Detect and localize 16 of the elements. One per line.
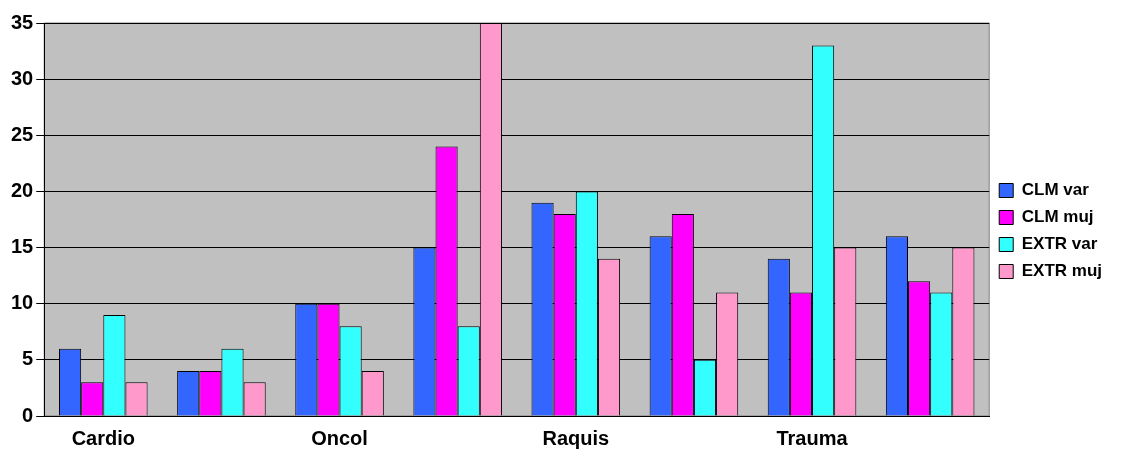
- x-tick-label: Oncol: [311, 426, 368, 449]
- y-tick-label: 5: [22, 347, 34, 370]
- legend-label: EXTR muj: [1021, 261, 1103, 281]
- y-tick-label: 15: [11, 235, 34, 258]
- x-tick-label: Raquis: [542, 426, 610, 449]
- legend-label: CLM var: [1021, 180, 1090, 200]
- legend-label: EXTR var: [1021, 234, 1098, 254]
- y-tick-label: 30: [11, 66, 34, 89]
- y-tick-label: 35: [11, 10, 34, 33]
- legend-label: CLM muj: [1021, 207, 1094, 227]
- y-tick-label: 25: [11, 122, 34, 145]
- y-tick-label: 10: [11, 291, 34, 314]
- x-tick-label: Trauma: [776, 426, 849, 449]
- y-tick-label: 0: [22, 403, 34, 426]
- y-tick-label: 20: [11, 178, 34, 201]
- x-tick-label: Cardio: [71, 426, 135, 449]
